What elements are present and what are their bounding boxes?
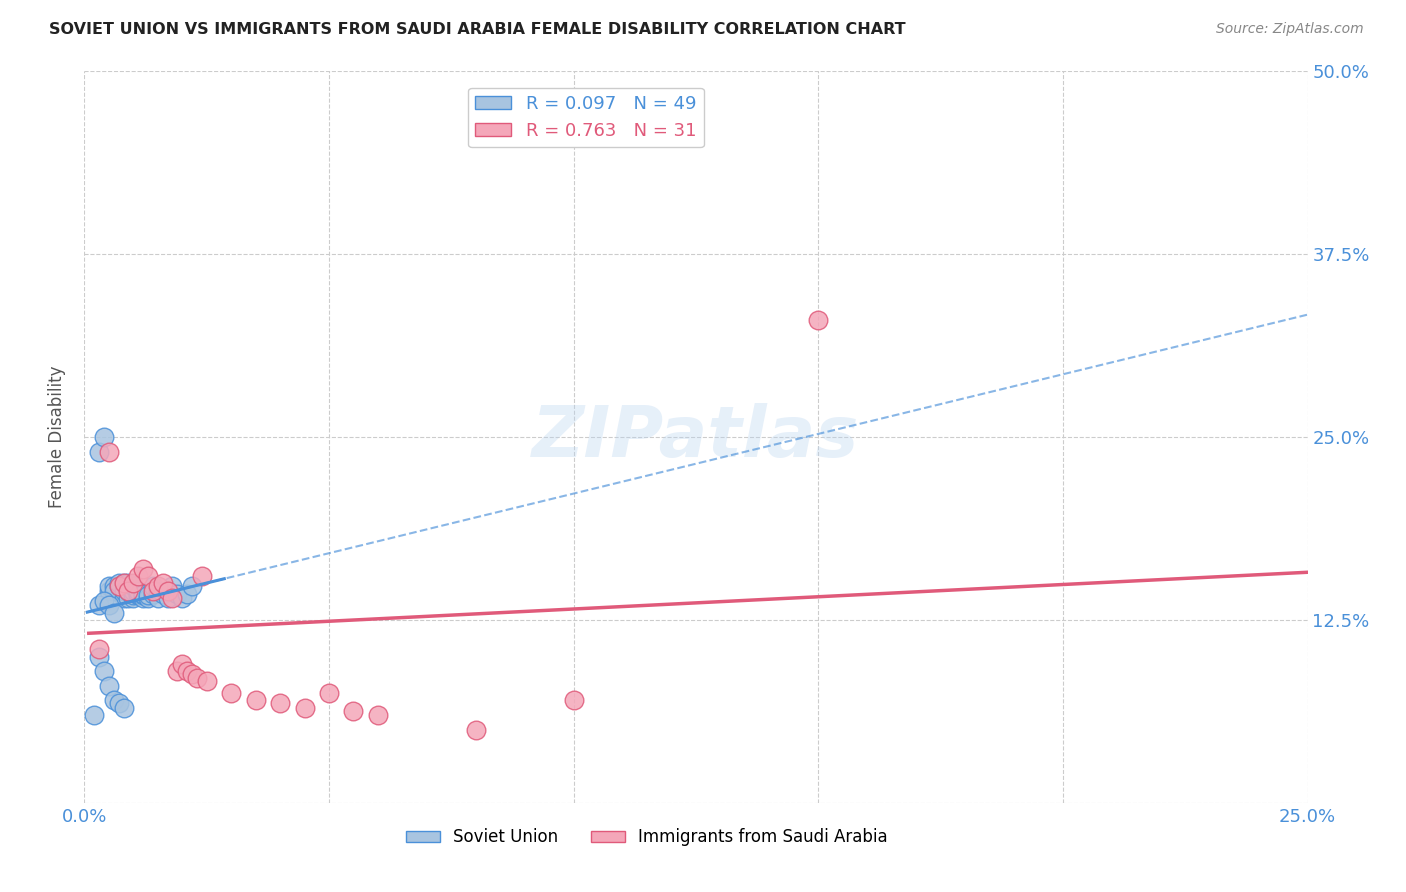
- Point: [122, 576, 145, 591]
- Point: [103, 693, 125, 707]
- Point: [87, 599, 110, 613]
- Point: [132, 586, 155, 600]
- Point: [181, 667, 204, 681]
- Point: [146, 591, 169, 605]
- Point: [93, 594, 115, 608]
- Point: [122, 588, 145, 602]
- Point: [112, 583, 135, 598]
- Point: [107, 696, 129, 710]
- Point: [136, 569, 159, 583]
- Point: [127, 588, 149, 602]
- Point: [112, 576, 135, 591]
- Point: [117, 576, 139, 591]
- Point: [97, 599, 120, 613]
- Point: [191, 569, 214, 583]
- Point: [142, 579, 165, 593]
- Point: [97, 583, 120, 598]
- Point: [93, 664, 115, 678]
- Point: [172, 591, 194, 605]
- Point: [97, 579, 120, 593]
- Legend: Soviet Union, Immigrants from Saudi Arabia: Soviet Union, Immigrants from Saudi Arab…: [399, 822, 894, 853]
- Point: [195, 674, 218, 689]
- Point: [132, 588, 155, 602]
- Point: [367, 708, 389, 723]
- Point: [176, 586, 198, 600]
- Point: [127, 586, 149, 600]
- Point: [87, 649, 110, 664]
- Point: [127, 569, 149, 583]
- Point: [136, 591, 159, 605]
- Text: Source: ZipAtlas.com: Source: ZipAtlas.com: [1216, 22, 1364, 37]
- Point: [166, 664, 188, 678]
- Point: [342, 704, 364, 718]
- Point: [103, 606, 125, 620]
- Point: [294, 700, 316, 714]
- Point: [176, 664, 198, 678]
- Point: [112, 700, 135, 714]
- Point: [87, 642, 110, 657]
- Point: [152, 576, 174, 591]
- Point: [107, 579, 129, 593]
- Text: ZIPatlas: ZIPatlas: [533, 402, 859, 472]
- Point: [132, 591, 155, 605]
- Text: SOVIET UNION VS IMMIGRANTS FROM SAUDI ARABIA FEMALE DISABILITY CORRELATION CHART: SOVIET UNION VS IMMIGRANTS FROM SAUDI AR…: [49, 22, 905, 37]
- Point: [117, 591, 139, 605]
- Point: [122, 591, 145, 605]
- Point: [807, 313, 830, 327]
- Point: [146, 583, 169, 598]
- Point: [162, 579, 184, 593]
- Point: [122, 583, 145, 598]
- Point: [93, 430, 115, 444]
- Point: [117, 583, 139, 598]
- Point: [245, 693, 267, 707]
- Point: [269, 696, 291, 710]
- Y-axis label: Female Disability: Female Disability: [48, 366, 66, 508]
- Point: [103, 583, 125, 598]
- Point: [142, 586, 165, 600]
- Point: [83, 708, 105, 723]
- Point: [136, 588, 159, 602]
- Point: [464, 723, 486, 737]
- Point: [97, 679, 120, 693]
- Point: [112, 576, 135, 591]
- Point: [318, 686, 340, 700]
- Point: [162, 591, 184, 605]
- Point: [152, 586, 174, 600]
- Point: [172, 657, 194, 671]
- Point: [112, 591, 135, 605]
- Point: [562, 693, 585, 707]
- Point: [156, 591, 179, 605]
- Point: [219, 686, 242, 700]
- Point: [87, 444, 110, 458]
- Point: [127, 583, 149, 598]
- Point: [117, 579, 139, 593]
- Point: [107, 576, 129, 591]
- Point: [181, 579, 204, 593]
- Point: [103, 579, 125, 593]
- Point: [146, 579, 169, 593]
- Point: [122, 579, 145, 593]
- Point: [107, 579, 129, 593]
- Point: [166, 586, 188, 600]
- Point: [117, 583, 139, 598]
- Point: [132, 562, 155, 576]
- Point: [156, 583, 179, 598]
- Point: [186, 672, 208, 686]
- Point: [97, 444, 120, 458]
- Point: [142, 583, 165, 598]
